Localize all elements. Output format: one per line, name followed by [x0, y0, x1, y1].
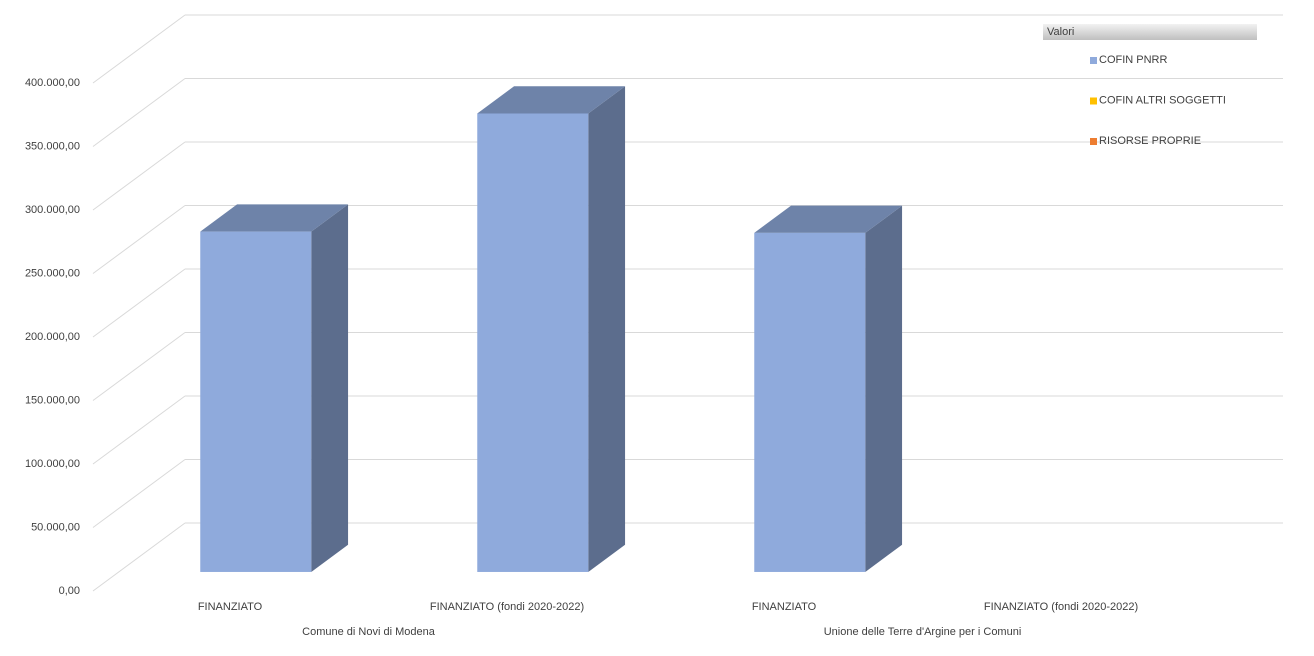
bar [200, 231, 312, 572]
x-tick-label: FINANZIATO [198, 601, 263, 613]
bar-top [754, 205, 903, 233]
legend-swatch [1090, 97, 1097, 105]
grid-line-side [92, 205, 186, 274]
grid-line-side [92, 332, 186, 401]
bar-side [311, 204, 349, 572]
legend-swatch [1090, 138, 1097, 145]
grid-line-side [92, 14, 186, 84]
legend-label: COFIN PNRR [1099, 54, 1168, 66]
grid-line-side [92, 459, 186, 528]
grid-line-side [92, 78, 186, 147]
y-tick-label: 350.000,00 [25, 140, 80, 152]
legend-header [1043, 24, 1257, 40]
bar [477, 113, 589, 572]
x-tick-label: FINANZIATO (fondi 2020-2022) [984, 601, 1138, 613]
y-tick-label: 100.000,00 [25, 458, 80, 470]
y-tick-label: 150.000,00 [25, 394, 80, 406]
y-tick-label: 250.000,00 [25, 267, 80, 279]
legend-title: Valori [1047, 26, 1074, 38]
bar-top [477, 86, 626, 114]
grid-line-side [92, 395, 186, 465]
legend-swatch [1090, 57, 1097, 64]
x-group-label: Unione delle Terre d'Argine per i Comuni [824, 626, 1022, 638]
y-tick-label: 50.000,00 [31, 521, 80, 533]
grid-line-side [92, 522, 186, 592]
bar-top [200, 204, 349, 232]
legend-label: COFIN ALTRI SOGGETTI [1099, 94, 1226, 106]
legend-label: RISORSE PROPRIE [1099, 135, 1201, 147]
x-group-label: Comune di Novi di Modena [302, 626, 436, 638]
bar-side [865, 205, 903, 572]
grid-line-side [92, 268, 186, 338]
y-tick-label: 400.000,00 [25, 77, 80, 89]
x-tick-label: FINANZIATO (fondi 2020-2022) [430, 601, 584, 613]
y-tick-label: 200.000,00 [25, 331, 80, 343]
x-tick-label: FINANZIATO [752, 601, 817, 613]
bar [754, 232, 866, 572]
grid-line-side [92, 141, 186, 211]
y-tick-label: 0,00 [59, 585, 80, 597]
y-tick-label: 300.000,00 [25, 204, 80, 216]
bar-side [588, 86, 626, 572]
